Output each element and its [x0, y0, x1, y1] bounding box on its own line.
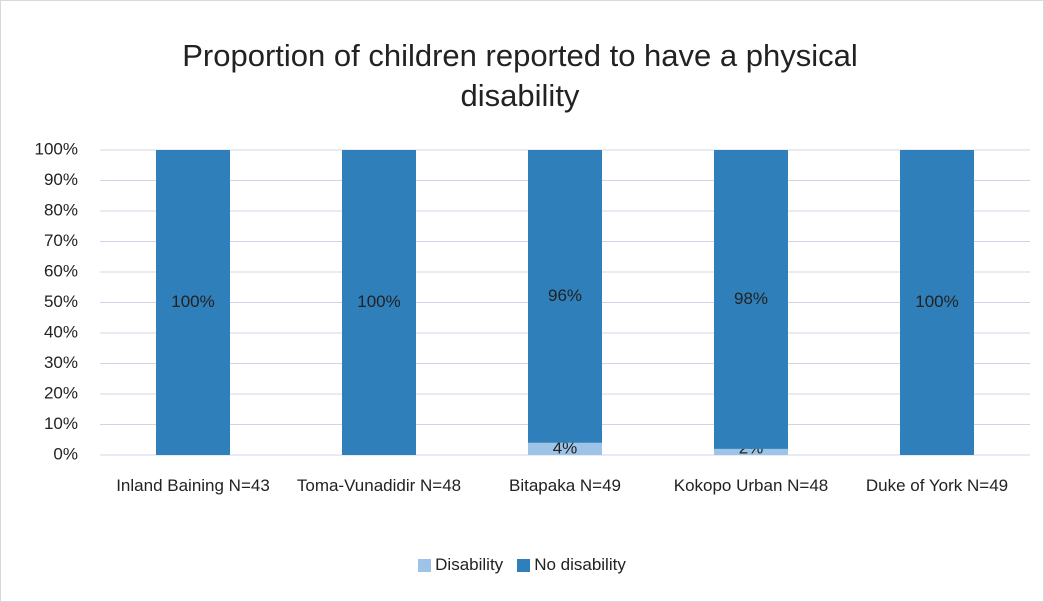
data-label: 98%	[734, 289, 768, 308]
x-tick-label: Toma-Vunadidir N=48	[296, 476, 462, 495]
y-tick-label: 100%	[35, 139, 78, 158]
y-tick-label: 50%	[44, 292, 78, 311]
y-tick-label: 20%	[44, 383, 78, 402]
y-tick-label: 0%	[53, 444, 78, 463]
data-label: 4%	[553, 438, 578, 457]
legend-swatch	[418, 558, 432, 572]
legend-item: No disability	[517, 555, 626, 575]
legend: Disability No disability	[0, 555, 1044, 575]
y-tick-label: 60%	[44, 261, 78, 280]
legend-swatch	[517, 558, 531, 572]
x-tick-label: Bitapaka N=49	[509, 476, 621, 495]
y-tick-label: 80%	[44, 200, 78, 219]
bar-segment	[900, 150, 974, 455]
y-tick-label: 90%	[44, 170, 78, 189]
data-label: 96%	[548, 286, 582, 305]
data-label: 100%	[171, 292, 214, 311]
y-tick-label: 30%	[44, 353, 78, 372]
bar-segment	[342, 150, 416, 455]
legend-label: No disability	[534, 555, 626, 574]
data-label: 100%	[915, 292, 958, 311]
data-label: 100%	[357, 292, 400, 311]
legend-item: Disability	[418, 555, 503, 575]
x-tick-label: Inland Baining N=43	[116, 476, 270, 495]
bar-segment	[714, 448, 788, 455]
bar-segment	[156, 150, 230, 455]
y-tick-label: 10%	[44, 414, 78, 433]
y-tick-label: 40%	[44, 322, 78, 341]
bar-segment	[528, 442, 602, 455]
bar-segment	[714, 150, 788, 449]
chart-title: Proportion of children reported to have …	[182, 38, 858, 113]
bar-segment	[528, 150, 602, 443]
y-tick-label: 70%	[44, 231, 78, 250]
legend-label: Disability	[435, 555, 504, 574]
x-tick-label: Kokopo Urban N=48	[673, 476, 829, 495]
x-tick-label: Duke of York N=49	[865, 476, 1009, 495]
